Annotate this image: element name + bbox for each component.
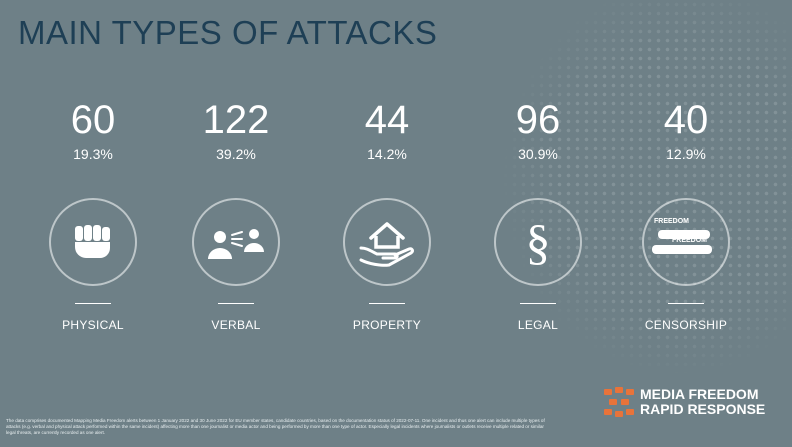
divider [75,303,111,304]
stat-percent: 12.9% [666,146,706,162]
stat-value: 40 [663,98,709,142]
stat-property: 44 14.2% PROPERTY [312,96,462,332]
redaction-bars: FREEDOM FREEDOM [652,218,716,257]
stat-percent: 39.2% [216,146,256,162]
house-in-hand-icon [343,198,431,286]
redacted-text-icon: FREEDOM FREEDOM [642,198,730,286]
stat-percent: 19.3% [73,146,113,162]
stat-label: LEGAL [517,318,559,332]
stat-label: PROPERTY [352,318,422,332]
stat-physical: 60 19.3% PHYSICAL [18,96,168,332]
stat-verbal: 122 39.2% VERBAL [161,96,311,332]
stat-label: PHYSICAL [62,318,124,332]
logo-line-2: RAPID RESPONSE [640,401,766,417]
speaking-people-icon [192,198,280,286]
logo-mark-icon [604,387,634,417]
section-sign-glyph: § [525,214,551,270]
section-sign-icon: § [494,198,582,286]
divider [520,303,556,304]
fist-icon [49,198,137,286]
organization-logo: MEDIA FREEDOM RAPID RESPONSE [604,387,765,417]
redaction-bar [658,230,710,239]
stat-label: VERBAL [211,318,261,332]
divider [218,303,254,304]
stat-percent: 30.9% [518,146,558,162]
logo-text: MEDIA FREEDOM RAPID RESPONSE [640,387,765,417]
divider [369,303,405,304]
censored-word: FREEDOM [654,218,689,225]
data-footnote: The data comprises documented Mapping Me… [6,418,545,435]
stat-value: 60 [70,98,116,142]
stat-legal: 96 30.9% § LEGAL [463,96,613,332]
stat-censorship: 40 12.9% FREEDOM FREEDOM CENSORSHIP [611,96,761,332]
logo-line-1: MEDIA FREEDOM [640,386,759,402]
stat-label: CENSORSHIP [644,318,728,332]
europe-dot-map-background [420,0,792,447]
redaction-bar [652,245,712,254]
stat-value: 96 [515,98,561,142]
page-title: MAIN TYPES OF ATTACKS [18,14,438,51]
stat-value: 122 [202,98,270,142]
stat-percent: 14.2% [367,146,407,162]
censored-word: FREEDOM [672,237,707,244]
stat-value: 44 [364,98,410,142]
divider [668,303,704,304]
